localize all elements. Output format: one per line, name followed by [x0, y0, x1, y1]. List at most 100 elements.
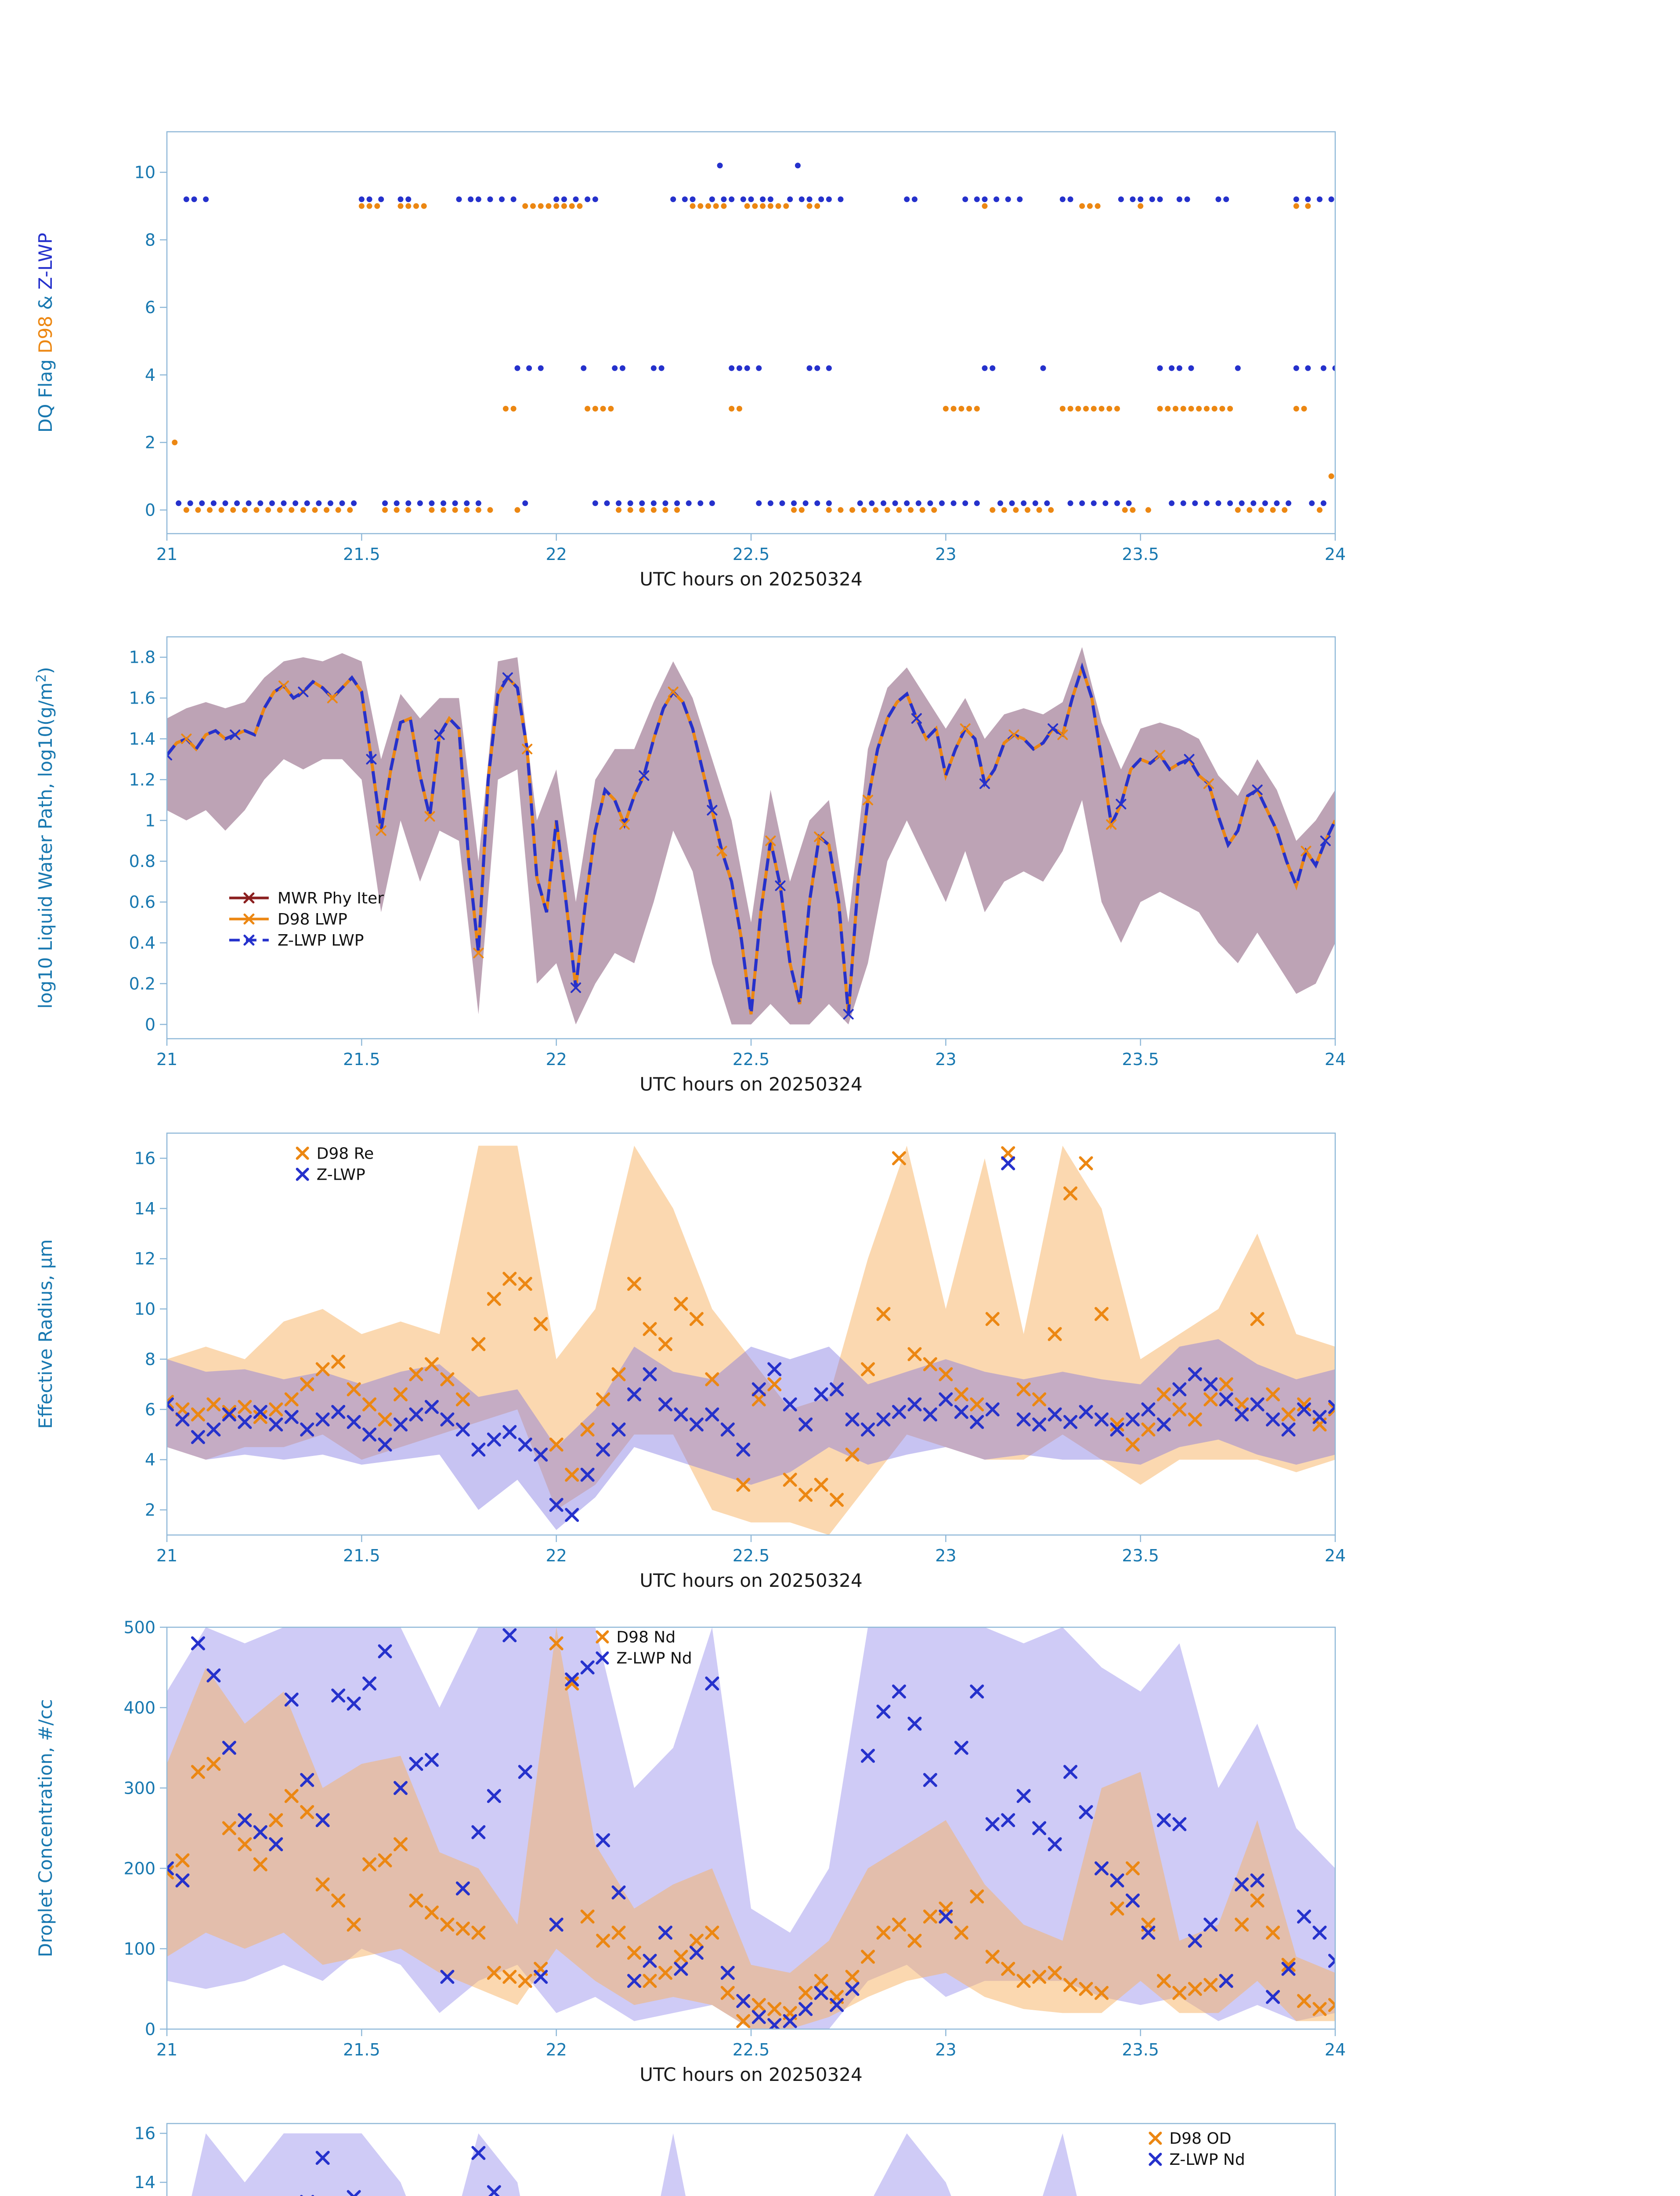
x-marker: [376, 825, 387, 836]
x-marker: [1312, 1410, 1327, 1424]
series-z-lwp-nd: [167, 1628, 1335, 2029]
legend-label: Z-LWP: [317, 1166, 365, 1184]
x-tick-label: 23.5: [1122, 1050, 1159, 1069]
x-marker: [861, 1748, 875, 1763]
x-marker: [1281, 1958, 1296, 1972]
x-marker: [300, 1377, 314, 1391]
x-marker: [892, 1684, 906, 1699]
x-marker: [362, 1676, 377, 1691]
y-tick-label: 8: [145, 1350, 155, 1369]
x-marker: [1079, 1405, 1093, 1419]
x-marker: [1110, 1417, 1124, 1432]
x-marker: [191, 1407, 205, 1422]
x-marker: [1252, 784, 1263, 795]
x-marker: [1048, 1407, 1062, 1422]
x-marker: [434, 729, 445, 740]
x-marker: [1266, 1412, 1280, 1427]
x-tick-label: 21: [156, 1546, 177, 1565]
x-marker: [424, 1905, 439, 1920]
x-marker: [315, 1813, 330, 1828]
x-marker: [253, 1410, 267, 1424]
y-tick-label: 300: [123, 1778, 155, 1798]
x-marker: [455, 1881, 470, 1896]
x-marker: [939, 1909, 953, 1924]
x-marker: [1328, 1954, 1335, 1968]
x-marker: [1001, 1961, 1015, 1976]
x-marker: [424, 1400, 439, 1414]
x-marker: [331, 1893, 346, 1908]
x-marker: [191, 1430, 205, 1444]
x-marker: [845, 1982, 860, 1996]
x-marker: [970, 1397, 984, 1412]
legend: D98 Re Z-LWP: [296, 1145, 374, 1184]
x-marker: [1172, 1986, 1187, 2000]
x-marker: [424, 811, 435, 822]
x-marker: [843, 1009, 854, 1020]
x-marker: [1266, 1990, 1280, 2004]
x-marker: [814, 831, 825, 842]
x-marker: [238, 1400, 252, 1414]
x-marker: [394, 1387, 408, 1401]
x-marker: [378, 1644, 392, 1658]
x-marker: [1219, 1392, 1233, 1407]
x-marker: [643, 1322, 657, 1336]
x-marker: [830, 1998, 844, 2012]
x-marker: [1281, 1961, 1296, 1976]
x-tick-label: 23.5: [1122, 2040, 1159, 2059]
x-marker: [175, 1853, 190, 1867]
x-marker: [1235, 1918, 1249, 1932]
x-marker: [409, 1367, 423, 1381]
x-marker: [424, 1357, 439, 1372]
x-marker: [720, 1965, 735, 1980]
x-marker: [798, 2002, 813, 2016]
x-marker: [751, 2010, 766, 2024]
x-marker: [378, 1412, 392, 1427]
uncertainty-band: [191, 2133, 1077, 2196]
y-tick-label: 0: [145, 2019, 155, 2039]
legend-label: Z-LWP Nd: [1169, 2151, 1245, 2169]
panel-droplet-conc: 21 21.5 22 22.5 23 23.5 24 0 100 200 300 400 500 UTC …: [35, 1618, 1346, 2085]
x-marker: [394, 1837, 408, 1852]
legend-label: Z-LWP LWP: [278, 932, 364, 950]
x-tick-label: 21.5: [343, 1546, 380, 1565]
x-marker: [596, 1442, 611, 1457]
x-marker: [751, 1392, 766, 1407]
x-marker: [907, 1933, 922, 1948]
x-marker: [1063, 1765, 1078, 1779]
x-marker: [596, 1651, 609, 1665]
x-marker: [1149, 2153, 1162, 2166]
y-axis-label: Effective Radius, μm: [35, 1239, 56, 1429]
x-marker: [243, 935, 255, 946]
x-marker: [1250, 1312, 1265, 1326]
x-marker: [571, 982, 581, 993]
y-tick-label: 14: [134, 1199, 155, 1218]
y-tick-label: 16: [134, 1149, 155, 1168]
x-marker: [300, 1773, 314, 1787]
x-marker: [284, 1392, 299, 1407]
x-marker: [1095, 1307, 1109, 1321]
y-tick-label: 1.8: [129, 648, 155, 667]
x-tick-label: 24: [1325, 2040, 1346, 2059]
x-marker: [362, 1857, 377, 1871]
x-marker: [1057, 729, 1068, 740]
x-marker: [639, 770, 650, 781]
x-marker: [315, 1412, 330, 1427]
x-marker: [549, 1498, 564, 1512]
x-marker: [394, 1417, 408, 1432]
x-marker: [611, 1422, 626, 1437]
x-marker: [1203, 778, 1214, 789]
x-marker: [907, 1347, 922, 1362]
x-marker: [863, 795, 873, 805]
x-marker: [471, 1442, 486, 1457]
x-marker: [1110, 1901, 1124, 1916]
series-d98-re: [167, 1146, 1335, 1507]
y-tick-label: 400: [123, 1698, 155, 1717]
y-tick-label: 0: [145, 500, 155, 520]
x-marker: [720, 1422, 735, 1437]
x-marker: [627, 1387, 641, 1401]
x-marker: [1203, 1392, 1218, 1407]
x-marker: [347, 1415, 361, 1429]
x-marker: [689, 1417, 704, 1432]
x-marker: [487, 1432, 501, 1447]
